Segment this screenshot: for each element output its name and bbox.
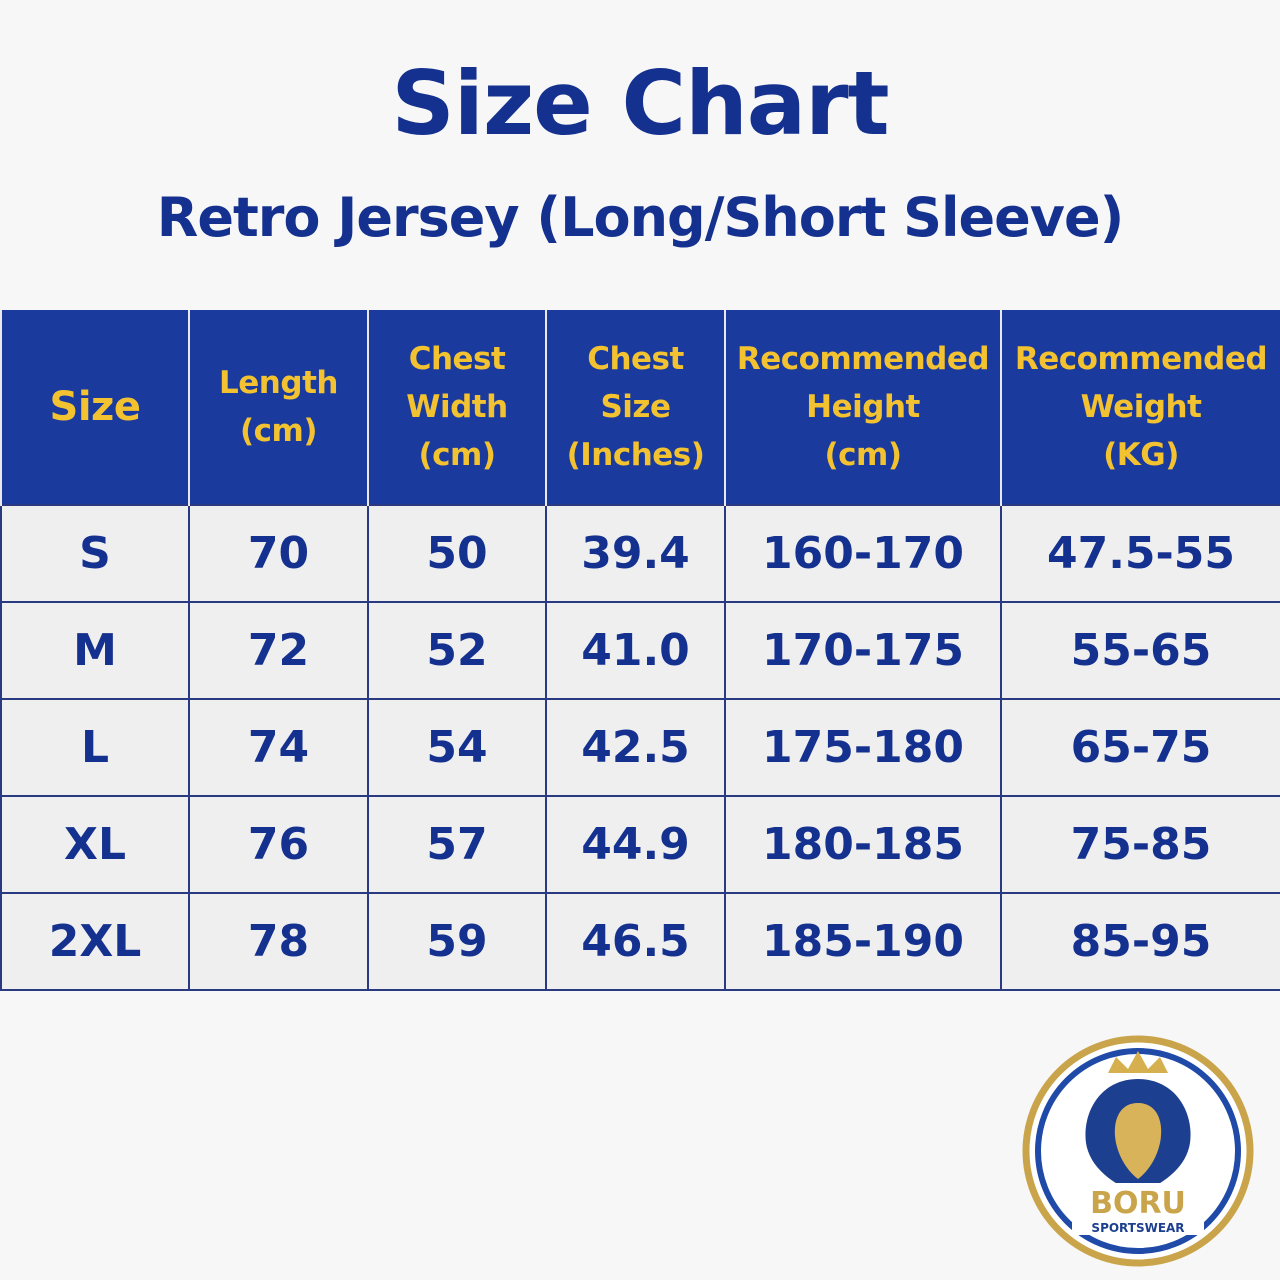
- column-header: Length (cm): [188, 310, 369, 505]
- table-cell: 42.5: [545, 698, 726, 797]
- table-row: 2XL 78 59 46.5 185-190 85-95: [0, 892, 1280, 991]
- table-cell: 74: [188, 698, 369, 797]
- table-cell: 76: [188, 795, 369, 894]
- table-cell: XL: [0, 795, 190, 894]
- table-cell: 160-170: [724, 504, 1002, 603]
- table-cell: 55-65: [1000, 601, 1280, 700]
- table-cell: 65-75: [1000, 698, 1280, 797]
- table-cell: L: [0, 698, 190, 797]
- column-header: Chest Size (Inches): [545, 310, 726, 505]
- table-cell: 54: [367, 698, 547, 797]
- table-head: Size Length (cm) Chest Width (cm) Chest Siz…: [0, 310, 1280, 505]
- crown: [1108, 1051, 1168, 1073]
- table-row: XL 76 57 44.9 180-185 75-85: [0, 795, 1280, 894]
- column-header: Size: [0, 310, 190, 505]
- table-cell: 59: [367, 892, 547, 991]
- logo-name: BORU: [1090, 1186, 1186, 1221]
- table-cell: 2XL: [0, 892, 190, 991]
- lion-face: [1114, 1103, 1162, 1179]
- table-cell: 78: [188, 892, 369, 991]
- table-cell: 47.5-55: [1000, 504, 1280, 603]
- table-row: S 70 50 39.4 160-170 47.5-55: [0, 504, 1280, 603]
- table-cell: S: [0, 504, 190, 603]
- table-row: M 72 52 41.0 170-175 55-65: [0, 601, 1280, 700]
- table-cell: 72: [188, 601, 369, 700]
- logo-text-bg: [1072, 1183, 1204, 1235]
- table-cell: 50: [367, 504, 547, 603]
- table-cell: 85-95: [1000, 892, 1280, 991]
- table-cell: 39.4: [545, 504, 726, 603]
- column-header: Recommended Weight (KG): [1000, 310, 1280, 505]
- table-cell: 46.5: [545, 892, 726, 991]
- logo-tagline: SPORTSWEAR: [1091, 1221, 1184, 1235]
- table-row: L 74 54 42.5 175-180 65-75: [0, 698, 1280, 797]
- table-cell: 180-185: [724, 795, 1002, 894]
- header-row: Size Length (cm) Chest Width (cm) Chest Siz…: [0, 310, 1280, 505]
- logo: BORU SPORTSWEAR: [1022, 1035, 1254, 1267]
- table-cell: 170-175: [724, 601, 1002, 700]
- table-cell: 185-190: [724, 892, 1002, 991]
- column-header: Chest Width (cm): [367, 310, 547, 505]
- subtitle: Retro Jersey (Long/Short Sleeve): [156, 186, 1125, 249]
- table-cell: M: [0, 601, 190, 700]
- table-cell: 175-180: [724, 698, 1002, 797]
- table-cell: 75-85: [1000, 795, 1280, 894]
- table-cell: 52: [367, 601, 547, 700]
- table-cell: 70: [188, 504, 369, 603]
- table-cell: 41.0: [545, 601, 726, 700]
- column-header: Recommended Height (cm): [724, 310, 1002, 505]
- title: Size Chart: [391, 52, 889, 155]
- table-body: S 70 50 39.4 160-170 47.5-55 M 72 52 41.0 170-175 5…: [0, 504, 1280, 991]
- table-cell: 44.9: [545, 795, 726, 894]
- table-cell: 57: [367, 795, 547, 894]
- size-table: Size Length (cm) Chest Width (cm) Chest Siz…: [0, 310, 1280, 991]
